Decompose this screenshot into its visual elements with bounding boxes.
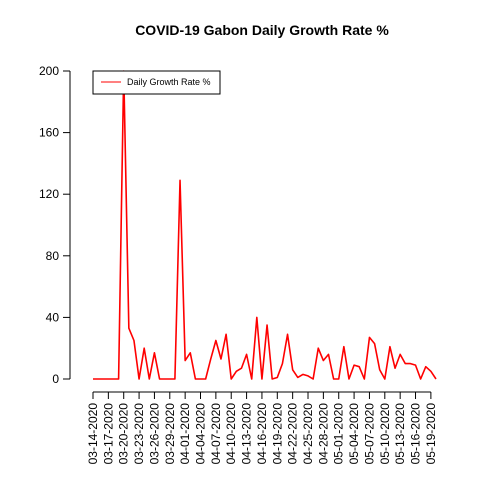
x-tick-label: 04-10-2020 (224, 403, 238, 465)
y-tick-label: 0 (52, 372, 59, 386)
legend: Daily Growth Rate % (92, 70, 221, 95)
x-tick-label: 05-16-2020 (409, 403, 423, 465)
x-tick-label: 03-14-2020 (86, 403, 100, 465)
y-tick-label: 120 (39, 187, 59, 201)
x-tick-label: 04-28-2020 (316, 403, 330, 465)
y-tick-label: 160 (39, 126, 59, 140)
legend-label: Daily Growth Rate % (127, 77, 211, 87)
x-tick-label: 04-16-2020 (255, 403, 269, 465)
x-tick-label: 05-07-2020 (362, 403, 376, 465)
x-tick-label: 03-20-2020 (117, 403, 131, 465)
x-tick-label: 04-25-2020 (301, 403, 315, 465)
x-tick-label: 04-01-2020 (178, 403, 192, 465)
y-tick-label: 80 (46, 249, 60, 263)
x-tick-label: 05-13-2020 (393, 403, 407, 465)
y-tick-label: 200 (39, 64, 59, 78)
y-axis: 0 40 80 120 160 200 (39, 64, 71, 386)
x-tick-label: 03-29-2020 (163, 403, 177, 465)
x-tick-label: 05-04-2020 (347, 403, 361, 465)
x-tick-label: 05-01-2020 (332, 403, 346, 465)
legend-box (92, 70, 221, 95)
x-tick-label: 05-10-2020 (378, 403, 392, 465)
x-axis: 03-14-2020 03-17-2020 03-20-2020 03-23-2020… (86, 391, 438, 465)
chart-title: COVID-19 Gabon Daily Growth Rate % (135, 22, 389, 38)
x-tick-label: 03-26-2020 (147, 403, 161, 465)
x-tick-label: 04-13-2020 (240, 403, 254, 465)
x-tick-label: 05-19-2020 (424, 403, 438, 465)
x-tick-label: 04-07-2020 (209, 403, 223, 465)
x-tick-label: 04-22-2020 (286, 403, 300, 465)
x-tick-label: 04-19-2020 (270, 403, 284, 465)
y-tick-label: 40 (46, 310, 60, 324)
series-layer (93, 70, 437, 380)
x-tick-label: 03-17-2020 (101, 403, 115, 465)
x-tick-label: 04-04-2020 (194, 403, 208, 465)
series-line (93, 70, 437, 380)
x-tick-label: 03-23-2020 (132, 403, 146, 465)
